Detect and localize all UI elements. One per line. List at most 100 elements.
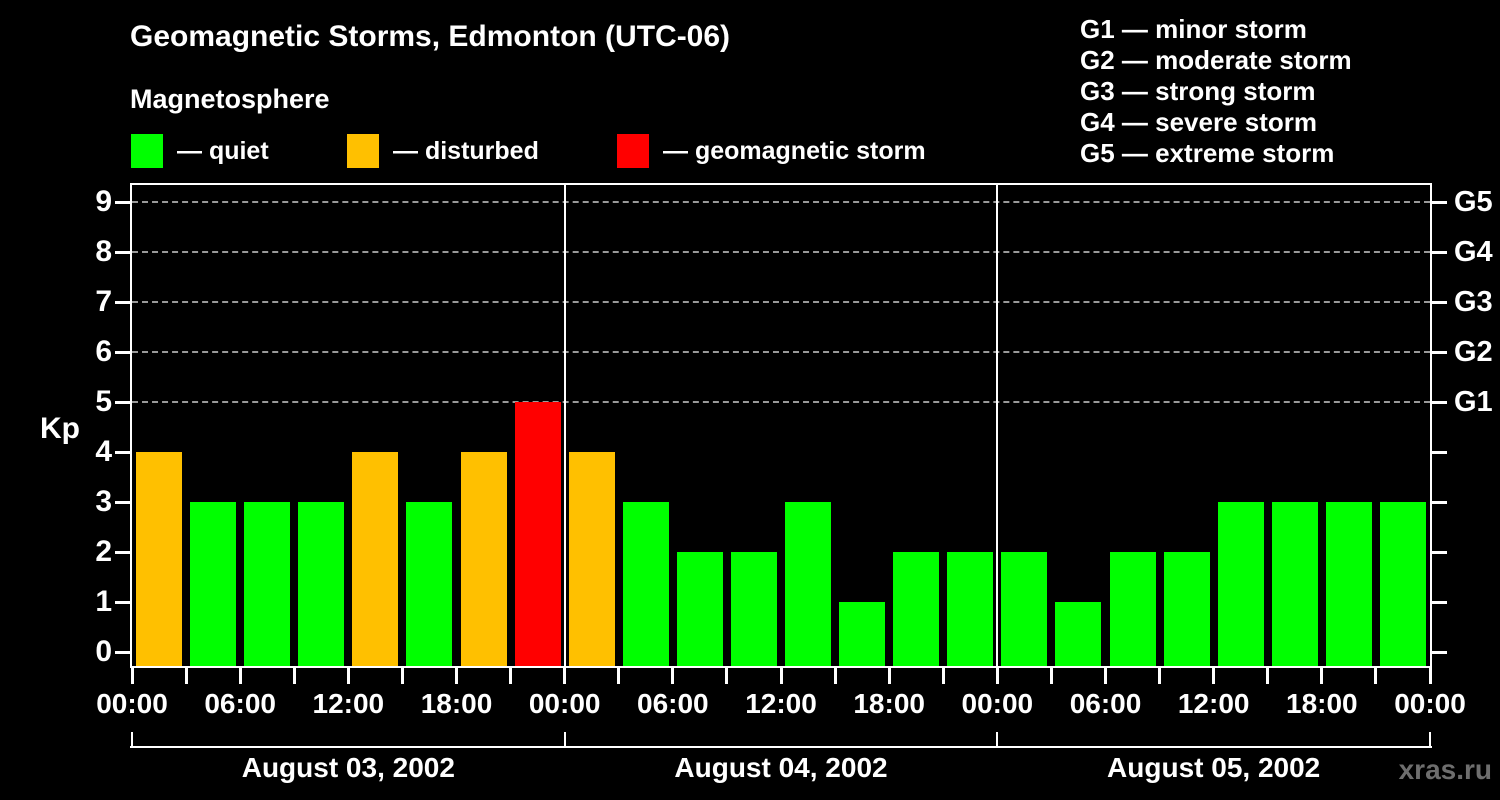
subtitle-magnetosphere: Magnetosphere (130, 84, 330, 114)
x-axis-tick (1212, 668, 1216, 684)
g4-legend-line: G4 — severe storm (1080, 107, 1318, 137)
x-axis-tick (1320, 668, 1324, 684)
kp-bar (406, 502, 453, 666)
right-axis-label-g3: G3 (1454, 286, 1493, 318)
y-axis-tick (115, 400, 130, 404)
gridline-kp-6 (132, 351, 1430, 353)
y-axis-label: 7 (95, 285, 112, 318)
y-axis-label: 9 (95, 185, 112, 218)
x-axis-tick (887, 668, 891, 684)
day-separator (563, 185, 566, 666)
x-axis-time-label: 06:00 (204, 688, 276, 719)
right-axis-tick (1432, 200, 1447, 204)
day-bracket-riser (996, 732, 999, 748)
y-axis-label: 2 (95, 535, 112, 568)
x-axis-tick (1049, 668, 1053, 684)
page-title: Geomagnetic Storms, Edmonton (UTC-06) (130, 20, 731, 53)
x-axis-tick (941, 668, 945, 684)
x-axis-time-label: 18:00 (420, 688, 493, 719)
x-axis-tick (671, 668, 675, 684)
kp-bar (1163, 552, 1210, 666)
y-axis-tick (115, 300, 130, 304)
y-axis-label: 3 (95, 485, 112, 518)
x-axis-tick (346, 668, 350, 684)
x-axis-time-label: 00:00 (1394, 688, 1466, 719)
x-axis-tick (1374, 668, 1378, 684)
x-axis-time-label: 06:00 (637, 688, 709, 719)
x-axis-tick (455, 668, 458, 684)
right-axis-tick (1432, 650, 1447, 654)
right-axis-label-g4: G4 (1454, 236, 1493, 268)
kp-bar (1271, 502, 1318, 666)
gridline-kp-7 (132, 301, 1430, 303)
kp-bar (352, 452, 399, 666)
x-axis-time-label: 00:00 (528, 688, 601, 719)
day-bracket-riser (1429, 732, 1431, 748)
y-axis-label: 0 (95, 635, 112, 668)
y-axis-tick (115, 250, 130, 254)
y-axis-title-kp: Kp (40, 412, 80, 445)
right-axis-tick (1432, 600, 1447, 604)
date-label: August 04, 2002 (674, 752, 888, 783)
kp-bar (676, 552, 723, 666)
y-axis-tick (115, 600, 130, 604)
legend-label-disturbed: — disturbed (393, 136, 539, 165)
kp-bar (785, 502, 832, 666)
day-bracket-riser (563, 732, 566, 748)
x-axis-tick (1158, 668, 1162, 684)
y-axis-tick (115, 200, 130, 204)
right-axis-tick (1432, 300, 1447, 304)
kp-bar (460, 452, 507, 666)
disturbed-color-swatch (347, 134, 379, 168)
day-bracket-riser (131, 732, 133, 748)
x-axis-tick (1104, 668, 1107, 684)
x-axis-time-label: 12:00 (312, 688, 385, 719)
g2-legend-line: G2 — moderate storm (1080, 45, 1352, 75)
kp-bar (1055, 602, 1102, 666)
legend-label-storm: — geomagnetic storm (663, 136, 926, 165)
date-label: August 03, 2002 (241, 752, 455, 783)
g5-legend-line: G5 — extreme storm (1080, 138, 1335, 168)
date-label: August 05, 2002 (1107, 752, 1321, 783)
right-axis-label-g5: G5 (1454, 186, 1493, 218)
x-axis-tick (184, 668, 188, 684)
day-separator (996, 185, 999, 666)
x-axis-tick (779, 668, 783, 684)
g3-legend-line: G3 — strong storm (1080, 76, 1316, 106)
x-axis-tick (509, 668, 513, 684)
x-axis-time-label: 00:00 (961, 688, 1034, 719)
x-axis-tick (130, 668, 134, 684)
day-bracket-line (130, 746, 1432, 748)
x-axis-tick (1428, 668, 1432, 684)
legend-label-quiet: — quiet (177, 136, 269, 165)
y-axis-label: 5 (95, 385, 112, 418)
kp-bar (893, 552, 940, 666)
right-axis-tick (1432, 250, 1447, 254)
kp-bar (298, 502, 345, 666)
right-axis-tick (1432, 550, 1447, 554)
kp-bar (190, 502, 237, 666)
x-axis-tick (292, 668, 296, 684)
x-axis-time-label: 18:00 (1286, 688, 1358, 719)
y-axis-tick (115, 500, 130, 504)
kp-bar (568, 452, 615, 666)
quiet-color-swatch (131, 134, 163, 168)
y-axis-label: 4 (95, 435, 112, 468)
gridline-kp-5 (132, 401, 1430, 403)
x-axis-tick (400, 668, 404, 684)
x-axis-tick (563, 668, 567, 684)
kp-bar (1325, 502, 1372, 666)
y-axis-label: 6 (95, 335, 112, 368)
right-axis-tick (1432, 350, 1447, 354)
x-axis-tick (995, 668, 999, 684)
right-axis-label-g2: G2 (1454, 336, 1493, 368)
x-axis-tick (238, 668, 242, 684)
right-axis-label-g1: G1 (1454, 386, 1493, 418)
x-axis-time-label: 18:00 (853, 688, 925, 719)
right-axis-tick (1432, 400, 1447, 404)
gridline-kp-8 (132, 251, 1430, 253)
plot-area (130, 183, 1432, 668)
y-axis-tick (115, 550, 130, 554)
kp-bar (839, 602, 886, 666)
